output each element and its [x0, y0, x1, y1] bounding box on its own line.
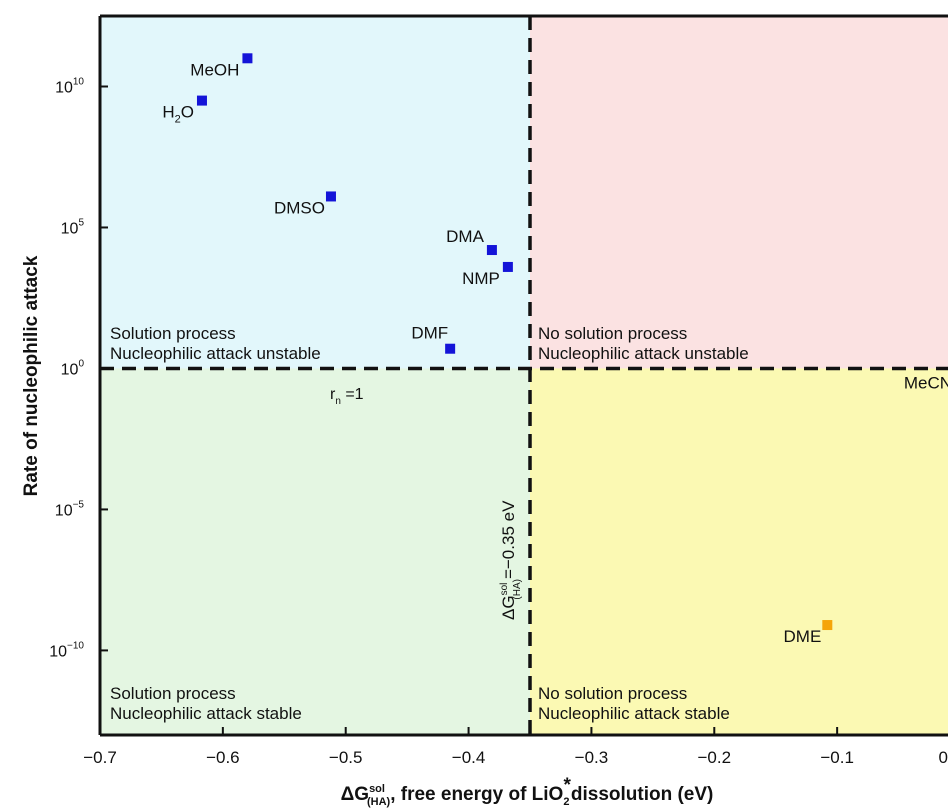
region-bottom-right [530, 368, 948, 735]
plot-frame [98, 14, 948, 737]
region-label-top-right-line1: No solution process [538, 324, 687, 343]
region-bottom-left [100, 368, 530, 735]
data-point-dme [822, 620, 833, 631]
x-axis-title: ΔGsol (HA), free energy of LiO2*dissoluti… [341, 775, 714, 808]
data-label-mecn: MeCN [904, 373, 948, 392]
data-point-dmf [445, 343, 456, 354]
region-top-left [100, 16, 530, 369]
threshold-label-rn: rn =1 [330, 386, 364, 407]
y-axis-ticks: 1010 105 100 10−5 10−10 [49, 76, 108, 660]
y-tick-label: 105 [61, 217, 85, 237]
region-label-top-right-line2: Nucleophilic attack unstable [538, 344, 749, 363]
region-label-bottom-left-line1: Solution process [110, 684, 236, 703]
data-points: MeOH H2O DMSO DMA NMP DMF MeCN DME [162, 53, 948, 646]
x-tick-label: −0.2 [698, 748, 732, 767]
x-tick-label: −0.3 [575, 748, 609, 767]
region-label-top-left-line2: Nucleophilic attack unstable [110, 344, 321, 363]
region-label-bottom-right-line1: No solution process [538, 684, 687, 703]
region-label-bottom-right-line2: Nucleophilic attack stable [538, 704, 730, 723]
region-top-right [530, 16, 948, 369]
x-tick-label: −0.1 [820, 748, 854, 767]
data-label-dma: DMA [446, 227, 484, 246]
data-label-nmp: NMP [462, 269, 500, 288]
y-tick-label: 10−10 [49, 640, 84, 660]
region-label-top-left-line1: Solution process [110, 324, 236, 343]
y-tick-label: 100 [61, 358, 85, 378]
data-label-dmso: DMSO [274, 198, 325, 217]
data-label-meoh: MeOH [190, 60, 239, 79]
data-label-dmf: DMF [411, 324, 448, 343]
x-tick-label: −0.5 [329, 748, 363, 767]
x-axis-ticks: −0.7 −0.6 −0.5 −0.4 −0.3 −0.2 −0.1 0 [83, 727, 948, 767]
data-point-nmp [502, 261, 513, 272]
y-tick-label: 1010 [55, 76, 84, 96]
region-label-bottom-left-line2: Nucleophilic attack stable [110, 704, 302, 723]
data-point-meoh [242, 53, 253, 64]
axis-labels: Rate of nucleophilic attack ΔGsol (HA), fr… [21, 255, 713, 808]
quadrant-regions [100, 16, 948, 735]
x-tick-label: 0 [939, 748, 948, 767]
data-label-dme: DME [784, 627, 822, 646]
threshold-lines: rn =1 ΔGsol (HA)=−0.35 eV [100, 16, 948, 735]
y-axis-title: Rate of nucleophilic attack [21, 255, 42, 496]
data-point-ho [196, 95, 207, 106]
threshold-label-dg: ΔGsol (HA)=−0.35 eV [499, 500, 523, 620]
data-point-dma [486, 245, 497, 256]
x-tick-label: −0.6 [206, 748, 240, 767]
data-label-ho: H2O [162, 103, 194, 126]
y-tick-label: 10−5 [55, 499, 85, 519]
data-point-dmso [325, 191, 336, 202]
x-tick-label: −0.7 [83, 748, 117, 767]
x-tick-label: −0.4 [452, 748, 486, 767]
